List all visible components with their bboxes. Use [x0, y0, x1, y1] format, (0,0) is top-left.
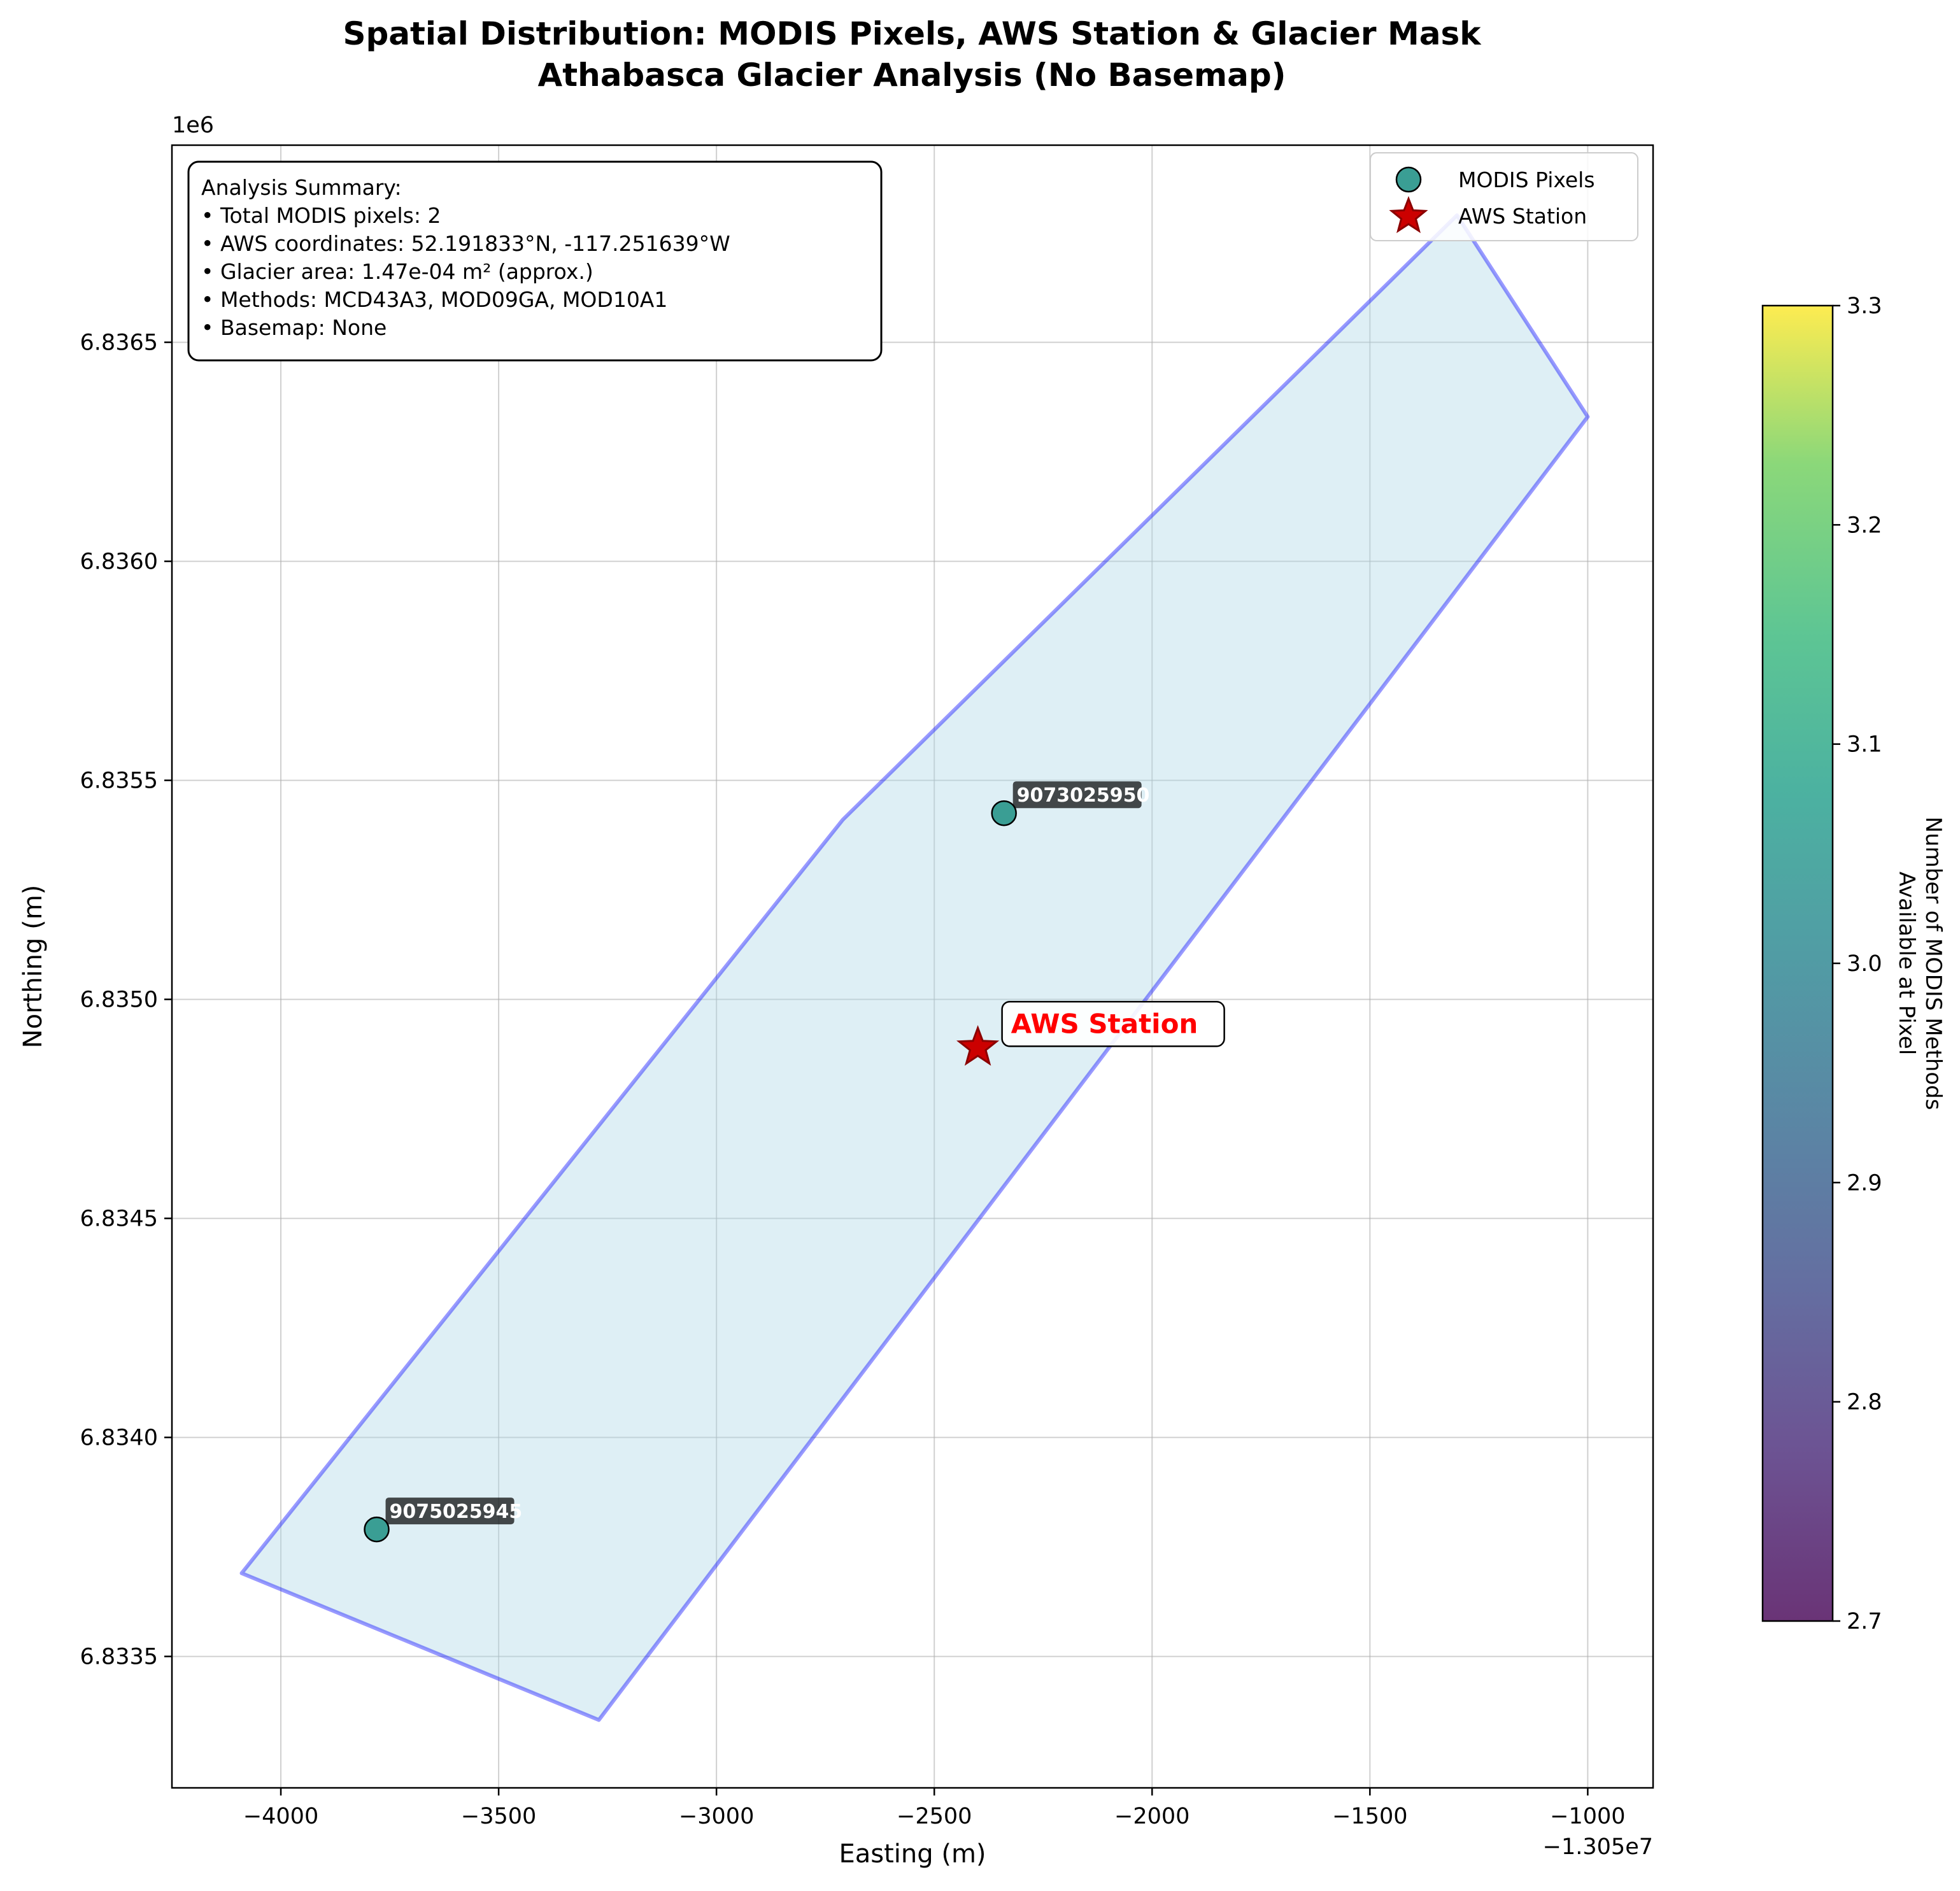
colorbar-label-line1: Number of MODIS Methods [1921, 817, 1946, 1110]
colorbar-ticks: 2.7 2.8 2.9 3.0 3.1 3.2 3.3 [1833, 294, 1882, 1634]
aws-station-label-box [1001, 1001, 1225, 1047]
plot-frame [171, 144, 1654, 1789]
colorbar-tick-label: 2.8 [1847, 1390, 1882, 1415]
x-tick-label: −1000 [1550, 1804, 1625, 1829]
colorbar-gradient [1761, 304, 1834, 1622]
colorbar-tick-label: 3.2 [1847, 513, 1882, 538]
chart-subtitle: Athabasca Glacier Analysis (No Basemap) [538, 57, 1286, 94]
legend-marker-aws [1389, 195, 1428, 234]
modis-pixel-label: 9075025945 [390, 1501, 523, 1523]
colorbar-tick-label: 2.9 [1847, 1170, 1882, 1196]
modis-pixel-point [991, 800, 1017, 826]
y-tick-label: 6.8350 [80, 988, 158, 1013]
colorbar-tick-label: 2.7 [1847, 1609, 1882, 1634]
modis-pixel-label: 9073025950 [1017, 784, 1150, 807]
y-scale-label: 1e6 [172, 113, 214, 138]
x-tick-label: −3000 [679, 1804, 754, 1829]
summary-line: • AWS coordinates: 52.191833°N, -117.251… [201, 231, 730, 256]
x-axis-ticks: −4000 −3500 −3000 −2500 −2000 −1500 −1000 [243, 1788, 1626, 1829]
analysis-summary-box: Analysis Summary: • Total MODIS pixels: … [187, 160, 883, 362]
colorbar: 2.7 2.8 2.9 3.0 3.1 3.2 3.3 Number of MODIS Me… [1761, 294, 1946, 1634]
y-tick-label: 6.8340 [80, 1426, 158, 1451]
legend-box [1370, 152, 1638, 241]
y-tick-label: 6.8360 [80, 549, 158, 575]
summary-line: • Glacier area: 1.47e-04 m² (approx.) [201, 259, 593, 284]
summary-line: • Total MODIS pixels: 2 [201, 203, 441, 228]
x-tick-label: −4000 [243, 1804, 318, 1829]
modis-pixel-point [364, 1516, 390, 1543]
y-tick-label: 6.8345 [80, 1207, 158, 1232]
colorbar-tick-label: 3.3 [1847, 294, 1882, 319]
data-marks: 9073025950 9075025945 AWS Station [364, 781, 1225, 1543]
summary-line: Analysis Summary: [201, 175, 402, 200]
x-tick-label: −3500 [461, 1804, 536, 1829]
x-tick-label: −2000 [1114, 1804, 1189, 1829]
colorbar-tick-label: 3.0 [1847, 951, 1882, 977]
legend-label-aws: AWS Station [1458, 204, 1587, 229]
chart-title: Spatial Distribution: MODIS Pixels, AWS … [343, 15, 1482, 52]
x-offset-label: −1.305e7 [1543, 1834, 1653, 1860]
legend-marker-modis [1395, 166, 1422, 193]
y-axis-label: Northing (m) [18, 885, 48, 1049]
y-tick-label: 6.8335 [80, 1645, 158, 1670]
summary-line: • Methods: MCD43A3, MOD09GA, MOD10A1 [201, 287, 667, 312]
x-tick-label: −2500 [897, 1804, 972, 1829]
x-tick-label: −1500 [1332, 1804, 1407, 1829]
legend: MODIS Pixels AWS Station [1370, 152, 1638, 241]
grid-lines [172, 145, 1653, 1788]
glacier-mask-polygon [239, 213, 1590, 1722]
aws-station-label: AWS Station [1011, 1008, 1198, 1039]
y-tick-label: 6.8365 [80, 330, 158, 356]
x-axis-label: Easting (m) [839, 1839, 986, 1869]
summary-line: • Basemap: None [201, 315, 387, 340]
y-tick-label: 6.8355 [80, 768, 158, 794]
colorbar-label-line2: Available at Pixel [1894, 872, 1919, 1055]
y-axis-ticks: 6.8335 6.8340 6.8345 6.8350 6.8355 6.8360 6.83… [80, 330, 172, 1670]
legend-label-modis: MODIS Pixels [1458, 167, 1595, 192]
colorbar-tick-label: 3.1 [1847, 732, 1882, 758]
aws-station-marker [956, 1025, 1000, 1066]
modis-pixel-label-box [1012, 781, 1142, 809]
modis-pixel-label-box [385, 1498, 515, 1525]
